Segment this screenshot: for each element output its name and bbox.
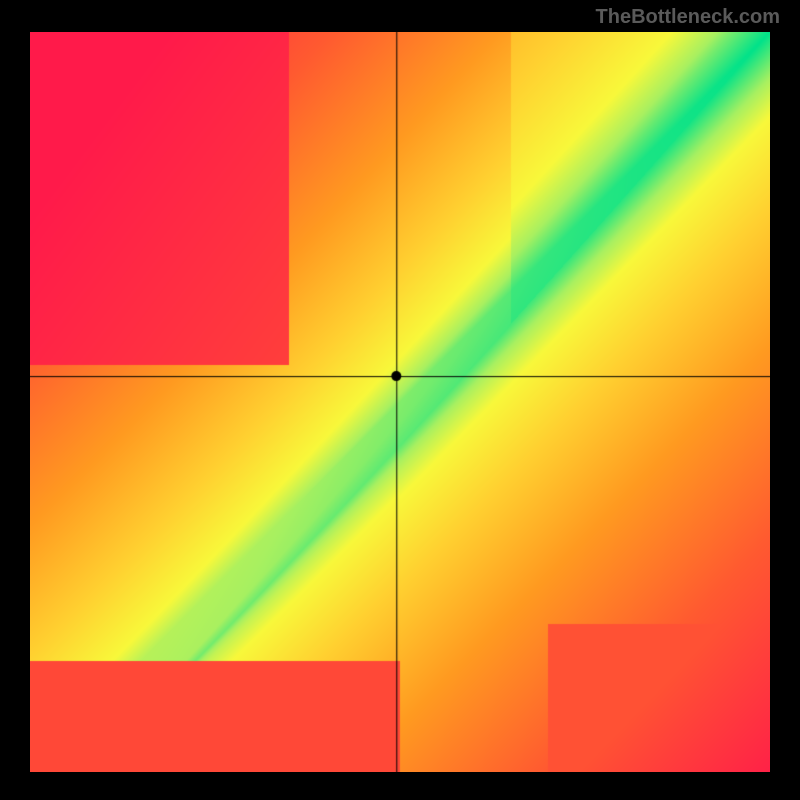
chart-container: TheBottleneck.com (0, 0, 800, 800)
heatmap-plot (30, 32, 770, 772)
heatmap-canvas (30, 32, 770, 772)
watermark-text: TheBottleneck.com (596, 6, 780, 29)
